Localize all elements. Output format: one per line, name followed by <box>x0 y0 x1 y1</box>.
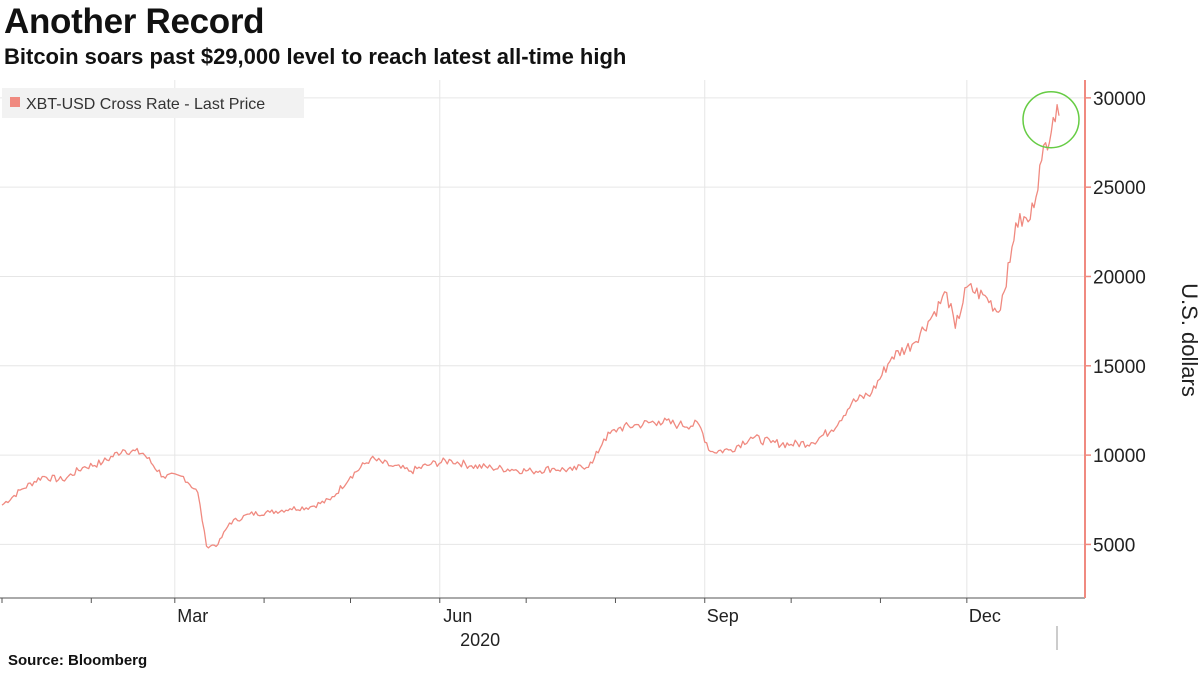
x-tick-label: Mar <box>177 606 208 626</box>
legend: XBT-USD Cross Rate - Last Price <box>2 88 304 118</box>
y-axis-label: U.S. dollars <box>1177 283 1200 397</box>
source-note: Source: Bloomberg <box>8 652 148 669</box>
x-year-label: 2020 <box>460 630 500 650</box>
y-tick-label: 30000 <box>1093 89 1146 110</box>
y-tick-label: 25000 <box>1093 178 1146 199</box>
series-layer <box>1 104 1060 549</box>
chart-subtitle: Bitcoin soars past $29,000 level to reac… <box>4 44 627 69</box>
legend-background <box>2 88 304 118</box>
legend-label: XBT-USD Cross Rate - Last Price <box>26 96 265 113</box>
y-tick-label: 15000 <box>1093 357 1146 378</box>
record-highlight-circle <box>1022 90 1080 149</box>
x-tick-label: Sep <box>707 606 739 626</box>
x-tick-label: Dec <box>969 606 1001 626</box>
grid-lines <box>0 80 1085 598</box>
y-tick-label: 20000 <box>1093 267 1146 288</box>
axes: 5000 10000 15000 20000 25000 30000 Mar Jun Sep De… <box>0 80 1146 650</box>
y-tick-label: 5000 <box>1093 535 1135 556</box>
price-series-line <box>1 104 1060 549</box>
highlight-layer <box>1022 90 1080 149</box>
chart-title: Another Record <box>4 2 265 41</box>
y-tick-label: 10000 <box>1093 446 1146 467</box>
x-tick-label: Jun <box>443 606 472 626</box>
legend-swatch <box>10 97 20 107</box>
